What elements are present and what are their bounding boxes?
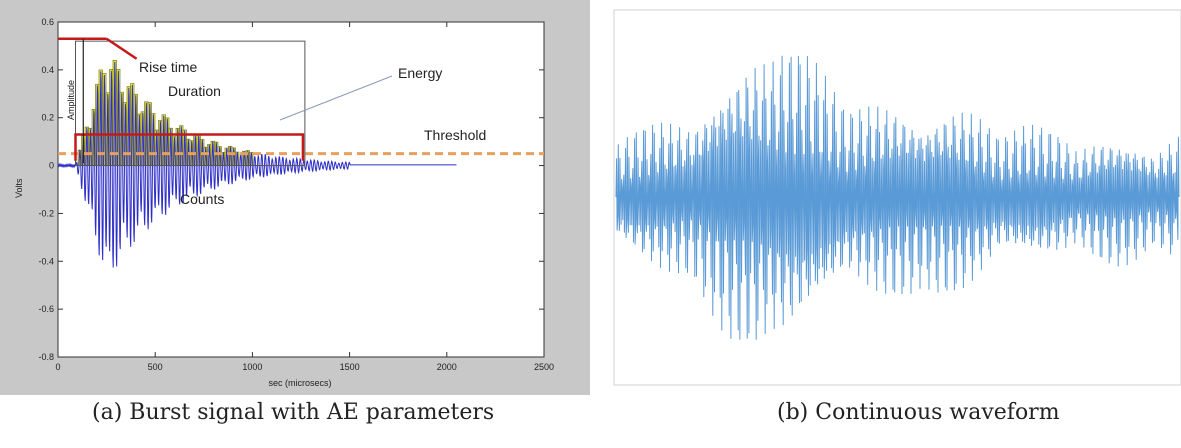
y-axis-label: Volts (14, 178, 24, 198)
label-rise-time: Rise time (139, 59, 198, 75)
x-tick-label: 2500 (534, 362, 554, 372)
x-axis-label: sec (microsecs) (268, 378, 331, 388)
x-tick-label: 0 (55, 362, 60, 372)
energy-pointer (279, 75, 393, 121)
chart-a-x-axis: 0 500 1000 1500 2000 2500 (55, 22, 554, 372)
y-tick-label: 0.4 (41, 65, 54, 75)
energy-box (74, 40, 306, 167)
y-tick-label: -0.8 (38, 352, 54, 362)
x-tick-label: 1500 (340, 362, 360, 372)
label-threshold: Threshold (424, 127, 486, 143)
caption-b: (b) Continuous waveform (777, 400, 1060, 425)
label-counts: Counts (180, 191, 224, 207)
label-duration: Duration (168, 83, 221, 99)
y-tick-label: 0.2 (41, 113, 54, 123)
chart-a-plot-area (57, 21, 545, 358)
label-amplitude: Amplitude (66, 80, 76, 120)
figure: 0.6 0.4 0.2 0 -0.2 -0.4 -0.6 -0.8 0 500 1000 1500 2… (0, 0, 1181, 395)
duration-marker (74, 133, 305, 161)
y-tick-label: 0 (49, 161, 54, 171)
rise-time-marker (58, 37, 138, 60)
y-tick-label: 0.6 (41, 17, 54, 27)
continuous-waveform-line (615, 55, 1180, 340)
y-tick-label: -0.4 (38, 256, 54, 266)
caption-a: (a) Burst signal with AE parameters (92, 400, 495, 425)
label-energy: Energy (398, 65, 442, 81)
y-tick-label: -0.6 (38, 304, 54, 314)
chart-a: 0.6 0.4 0.2 0 -0.2 -0.4 -0.6 -0.8 0 500 1000 1500 2… (0, 0, 590, 395)
chart-b (613, 9, 1181, 386)
y-tick-label: -0.2 (38, 208, 54, 218)
burst-signal-line (57, 61, 457, 268)
x-tick-label: 500 (148, 362, 163, 372)
x-tick-label: 1000 (242, 362, 262, 372)
x-tick-label: 2000 (437, 362, 457, 372)
chart-a-y-axis: 0.6 0.4 0.2 0 -0.2 -0.4 -0.6 -0.8 (38, 17, 544, 362)
